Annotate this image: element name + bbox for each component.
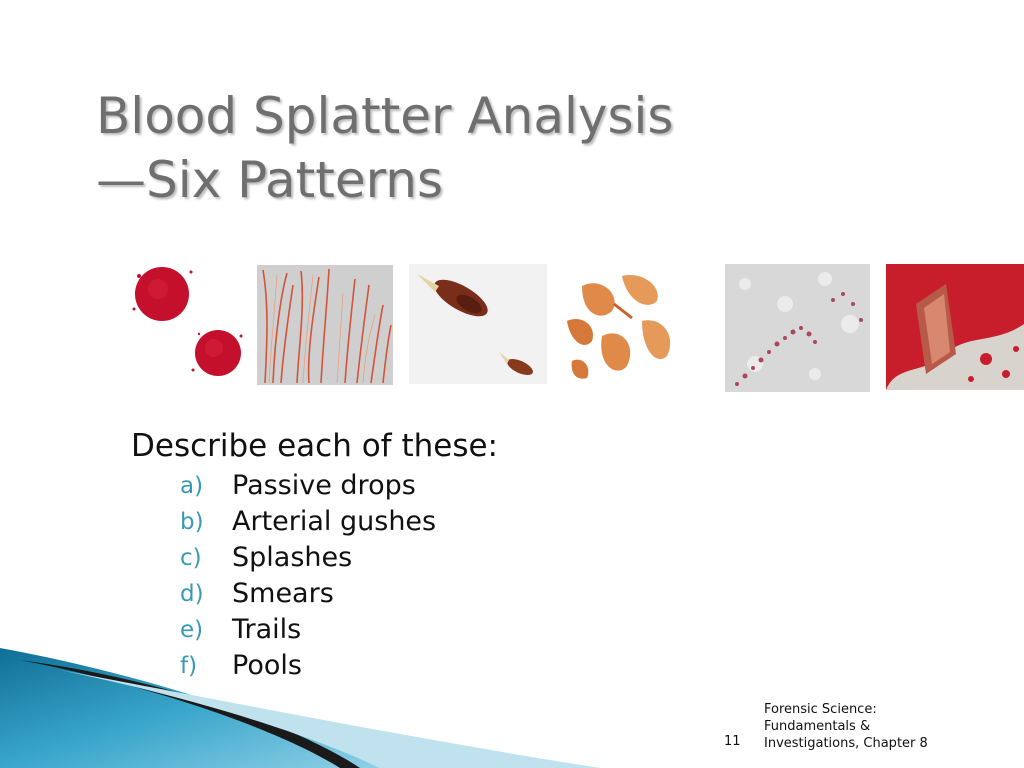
list-marker: f): [180, 653, 198, 679]
smears-image: [562, 266, 682, 384]
list-item-label: Pools: [232, 650, 302, 681]
lead-text: Describe each of these:: [131, 428, 498, 464]
list-item-label: Passive drops: [232, 470, 416, 501]
list-item-label: Trails: [232, 614, 302, 645]
pools-image: [886, 264, 1024, 390]
slide-title: Blood Splatter Analysis —Six Patterns: [96, 84, 796, 212]
page-number: 11: [724, 734, 741, 749]
footer-line-1: Forensic Science:: [764, 702, 877, 717]
decorative-swoosh: [0, 648, 600, 768]
list-item-label: Splashes: [232, 542, 353, 573]
list-marker: b): [180, 509, 204, 535]
list-item-label: Arterial gushes: [232, 506, 437, 537]
list-marker: c): [180, 545, 202, 571]
trails-image: [725, 264, 870, 392]
title-line-1: Blood Splatter Analysis: [96, 87, 674, 145]
footer-line-2: Fundamentals &: [764, 719, 871, 734]
footer-line-3: Investigations, Chapter 8: [764, 736, 928, 751]
title-line-2: —Six Patterns: [96, 151, 444, 209]
arterial-gushes-image: [257, 265, 393, 385]
list-marker: a): [180, 473, 204, 499]
passive-drops-image: [129, 264, 245, 388]
list-marker: d): [180, 581, 204, 607]
list-marker: e): [180, 617, 204, 643]
splashes-image: [409, 264, 547, 384]
footer-citation: Forensic Science: Fundamentals & Investi…: [764, 701, 984, 752]
list-item-label: Smears: [232, 578, 334, 609]
